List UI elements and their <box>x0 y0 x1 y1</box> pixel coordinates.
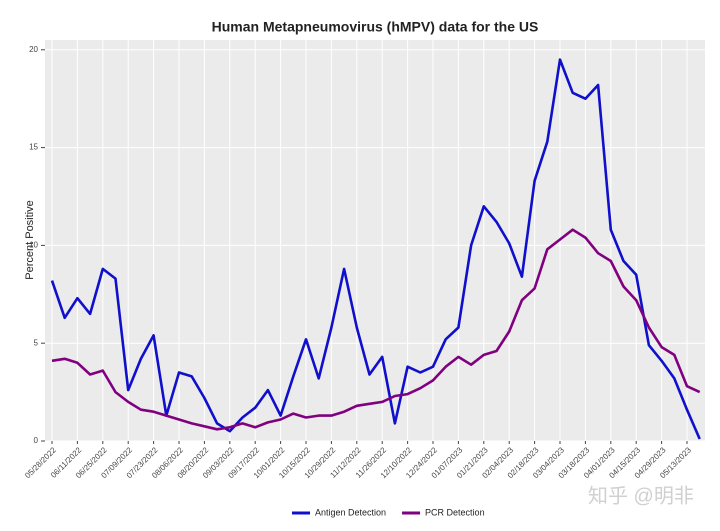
legend-label: Antigen Detection <box>315 507 386 517</box>
series-line <box>50 58 701 440</box>
y-tick-label: 0 <box>34 436 39 445</box>
y-axis-label: Percent Positive <box>24 200 36 279</box>
series-line <box>51 228 701 431</box>
y-tick-label: 10 <box>29 240 38 249</box>
y-tick-label: 5 <box>34 338 39 347</box>
legend-label: PCR Detection <box>425 507 485 517</box>
watermark: 知乎 @明非 <box>588 484 694 507</box>
y-tick-label: 15 <box>29 143 38 152</box>
y-tick-label: 20 <box>29 45 38 54</box>
chart-title: Human Metapneumovirus (hMPV) data for th… <box>212 19 539 35</box>
plot-panel <box>45 40 705 441</box>
